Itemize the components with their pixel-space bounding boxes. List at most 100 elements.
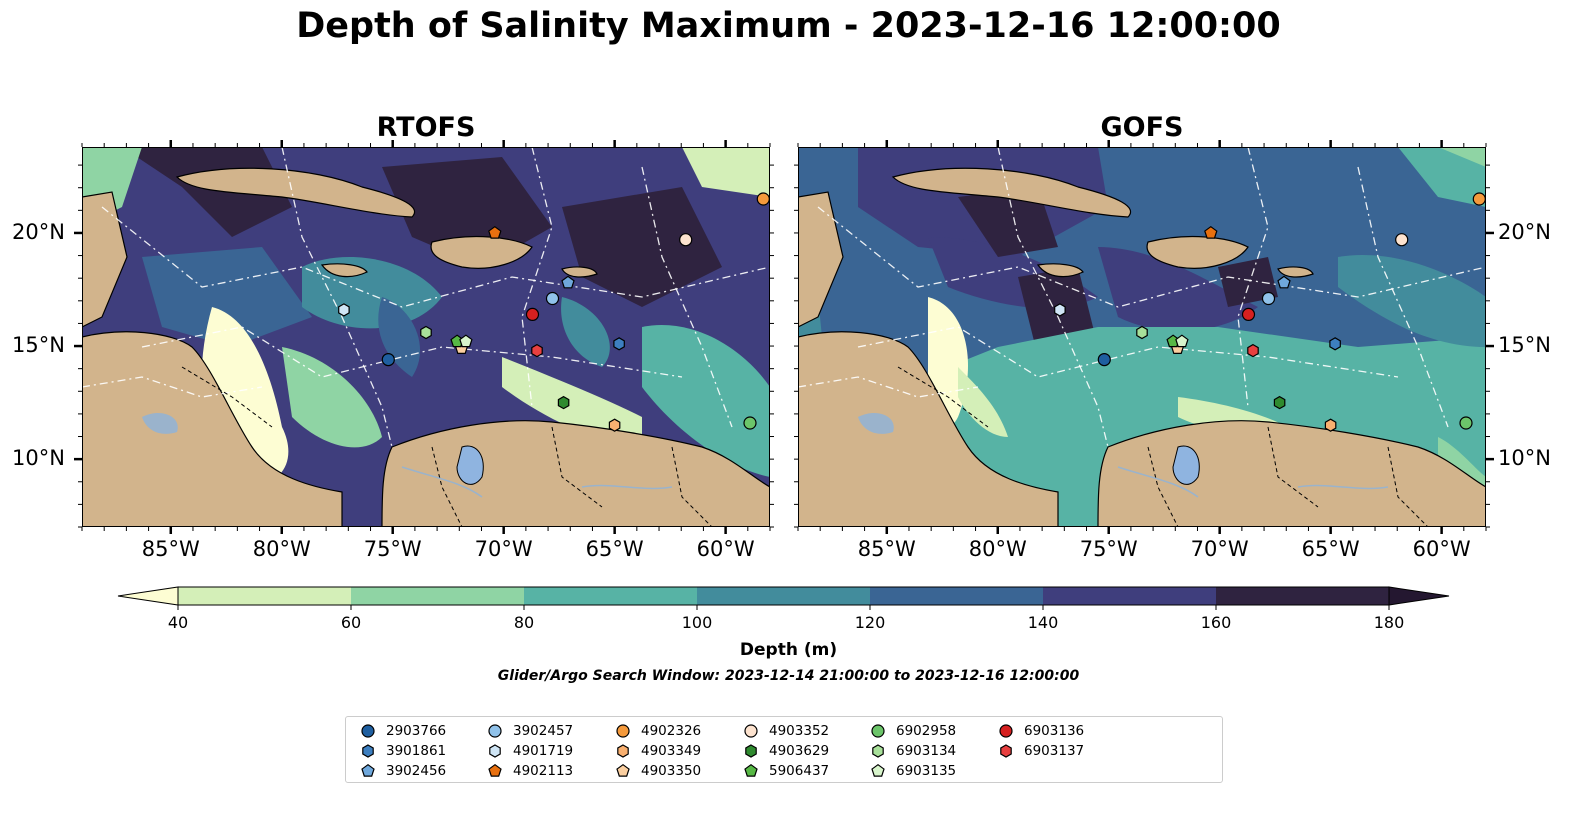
legend-label: 3902457 [513, 723, 574, 739]
legend-label: 4901719 [513, 743, 574, 759]
colorbar-tick-label: 120 [854, 613, 886, 632]
legend-item: 2903766 [360, 723, 446, 739]
rtofs-float-6903134 [420, 325, 432, 340]
legend-marker-icon [745, 744, 757, 758]
rtofs-map-canvas [82, 147, 770, 527]
legend-marker-icon [617, 744, 629, 758]
gofs-float-3902456 [1277, 275, 1291, 289]
colorbar-segment [178, 587, 352, 605]
legend-item: 4903629 [743, 743, 829, 759]
colorbar-tick-label: 160 [1200, 613, 1232, 632]
lon-tick-label: 85°W [141, 537, 200, 561]
search-window-note: Glider/Argo Search Window: 2023-12-14 21… [497, 668, 1080, 684]
colorbar-tick-label: 140 [1027, 613, 1059, 632]
gofs-float-6903137 [1247, 343, 1259, 358]
gofs-float-4901719 [1054, 303, 1066, 317]
legend-label: 4903349 [641, 743, 702, 759]
legend-item: 3901861 [360, 743, 446, 759]
legend-item: 4903350 [615, 763, 701, 779]
lat-tick-label: 15°N [12, 333, 65, 358]
legend-label: 6902958 [896, 723, 957, 739]
legend-label: 4903629 [769, 743, 830, 759]
lat-tick-label: 10°N [12, 446, 65, 471]
panel-title-gofs: GOFS [1100, 112, 1184, 143]
legend-label: 6903137 [1024, 743, 1085, 759]
colorbar-segment [351, 587, 525, 605]
colorbar-label: Depth (m) [739, 640, 838, 660]
lon-tick-label: 60°W [1412, 537, 1471, 561]
colorbar-segment [1216, 587, 1390, 605]
rtofs-float-markers [338, 192, 770, 432]
gofs-map-canvas [798, 147, 1486, 527]
legend-item: 6902958 [870, 723, 956, 739]
rtofs-float-3902456 [561, 275, 575, 289]
rtofs-float-3901861 [613, 337, 625, 351]
panel-title-rtofs: RTOFS [376, 112, 476, 143]
gofs-float-2903766 [1097, 353, 1111, 367]
rtofs-float-4903352 [679, 233, 693, 247]
gofs-float-4902113 [1204, 225, 1218, 239]
legend-label: 5906437 [769, 763, 830, 779]
legend-label: 3901861 [386, 743, 447, 759]
legend-item: 4903352 [743, 723, 829, 739]
lon-tick-label: 70°W [474, 537, 533, 561]
lat-tick-label: 15°N [1498, 333, 1551, 358]
colorbar [117, 586, 1450, 610]
legend-item: 3902457 [487, 723, 573, 739]
legend-item: 4903349 [615, 743, 701, 759]
rtofs-float-6902958 [743, 416, 757, 430]
gofs-float-6903135 [1175, 334, 1189, 348]
legend-label: 2903766 [386, 723, 447, 739]
lon-tick-label: 80°W [252, 537, 311, 561]
colorbar-extend-low [117, 586, 179, 606]
rtofs-float-4903349 [608, 418, 621, 432]
rtofs-float-6903136 [525, 307, 540, 321]
legend-label: 4903352 [769, 723, 830, 739]
colorbar-segment [870, 587, 1044, 605]
gofs-float-markers [1054, 192, 1486, 432]
gofs-float-3901861 [1329, 337, 1341, 351]
gofs-float-4903629 [1273, 395, 1286, 410]
legend-item: 6903137 [998, 743, 1084, 759]
legend-marker-icon [488, 763, 502, 777]
rtofs-float-3902457 [545, 291, 560, 306]
legend: 2903766 3901861 3902456 3902457 4901719 49021… [345, 716, 1223, 783]
rtofs-float-6903135 [459, 334, 473, 348]
lon-tick-label: 85°W [857, 537, 916, 561]
colorbar-extend-high [1388, 586, 1450, 606]
lat-tick-label: 20°N [1498, 219, 1551, 244]
legend-marker-icon [871, 763, 885, 777]
legend-marker-icon [744, 763, 758, 777]
figure-title: Depth of Salinity Maximum - 2023-12-16 1… [296, 6, 1281, 46]
legend-marker-icon [489, 744, 501, 758]
lat-tick-label: 10°N [1498, 446, 1551, 471]
lon-tick-label: 70°W [1190, 537, 1249, 561]
legend-marker-icon [616, 763, 630, 777]
colorbar-tick-label: 40 [167, 613, 189, 632]
lat-tick-label: 20°N [12, 219, 65, 244]
legend-label: 4902326 [641, 723, 702, 739]
gofs-float-6903134 [1136, 325, 1148, 340]
rtofs-float-4902113 [488, 225, 502, 239]
legend-label: 4903350 [641, 763, 702, 779]
rtofs-float-4902326 [756, 192, 770, 206]
legend-marker-icon [1000, 744, 1012, 758]
colorbar-segment [524, 587, 698, 605]
legend-marker-icon [999, 724, 1013, 738]
rtofs-map [82, 147, 770, 527]
legend-marker-icon [362, 744, 374, 758]
colorbar-tick-label: 80 [513, 613, 535, 632]
gofs-float-4903352 [1395, 233, 1409, 247]
rtofs-float-4901719 [338, 303, 350, 317]
rtofs-float-6903137 [531, 343, 543, 358]
legend-marker-icon [488, 724, 502, 738]
colorbar-outline [177, 586, 1390, 606]
colorbar-tick-label: 60 [340, 613, 362, 632]
rtofs-float-2903766 [381, 353, 395, 367]
legend-label: 6903136 [1024, 723, 1085, 739]
lon-tick-label: 65°W [1301, 537, 1360, 561]
lon-tick-label: 75°W [363, 537, 422, 561]
gofs-map [798, 147, 1486, 527]
legend-marker-icon [361, 724, 375, 738]
gofs-float-6902958 [1459, 416, 1473, 430]
